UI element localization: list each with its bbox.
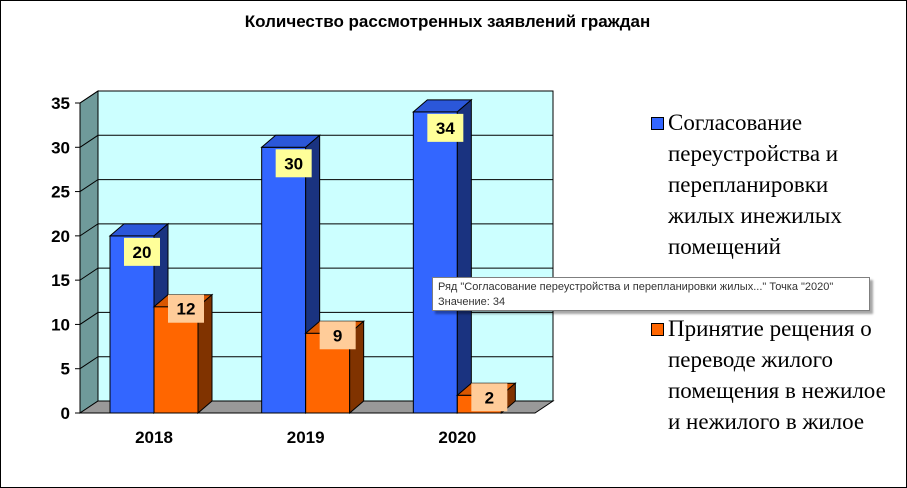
gridline <box>79 134 553 148</box>
gridline <box>79 179 553 192</box>
data-label-text: 20 <box>133 243 152 262</box>
data-label-text: 34 <box>436 119 455 138</box>
x-tick-label: 2020 <box>438 428 476 447</box>
gridline <box>79 356 553 370</box>
data-point-tooltip: Ряд "Согласование переустройства и переп… <box>432 277 870 311</box>
data-label-bg <box>319 321 356 350</box>
data-label: 2 <box>471 383 508 412</box>
bar-side <box>197 293 213 415</box>
gridline <box>79 223 553 237</box>
chart-title: Количество рассмотренных заявлений гражд… <box>244 12 651 31</box>
x-axis-ticks: 2018 2019 2020 <box>135 428 476 447</box>
x-tick-label: 2019 <box>287 428 325 447</box>
y-tick-label: 35 <box>51 94 70 113</box>
data-label: 12 <box>168 294 204 323</box>
data-label: 34 <box>427 113 464 142</box>
y-tick-label: 0 <box>61 404 70 423</box>
y-tick-label: 15 <box>51 271 70 290</box>
y-tick-label: 30 <box>51 138 70 157</box>
legend-entry-series-2: Принятие рещения о переводе жилого помещ… <box>668 316 886 434</box>
gridlines <box>79 90 553 370</box>
bar-front <box>261 146 307 414</box>
gridline <box>79 90 553 104</box>
tooltip-value-line: Значение: 34 <box>438 296 506 308</box>
bar <box>411 98 473 415</box>
data-label: 20 <box>124 237 160 266</box>
data-labels: 20 12 30 9 34 2 <box>124 113 508 412</box>
x-tick-label: 2018 <box>135 428 173 447</box>
data-label-bg <box>168 294 204 323</box>
data-label-bg <box>471 383 508 412</box>
bar-front <box>412 111 458 414</box>
data-label-text: 12 <box>177 300 196 319</box>
data-label-bg <box>427 113 464 142</box>
bar-side <box>456 98 472 415</box>
gridline <box>79 311 553 325</box>
y-tick-label: 25 <box>51 183 70 202</box>
data-label-bg <box>124 237 160 266</box>
y-tick-label: 20 <box>51 227 70 246</box>
legend-entry-series-1: Согласование переустройства и перепланир… <box>668 110 842 259</box>
gridline <box>79 267 553 281</box>
side-wall <box>79 90 99 414</box>
data-label: 9 <box>319 321 356 350</box>
y-tick-label: 10 <box>51 315 70 334</box>
legend-swatch-series-1 <box>651 117 664 130</box>
data-label-text: 9 <box>333 326 342 345</box>
y-tick-label: 5 <box>61 360 70 379</box>
data-label-text: 2 <box>485 388 494 407</box>
data-label-bg <box>275 149 312 178</box>
data-label: 30 <box>275 149 312 178</box>
legend-swatch-series-2 <box>651 323 664 336</box>
data-label-text: 30 <box>284 154 303 173</box>
tooltip-series-line: Ряд "Согласование переустройства и переп… <box>438 281 834 293</box>
